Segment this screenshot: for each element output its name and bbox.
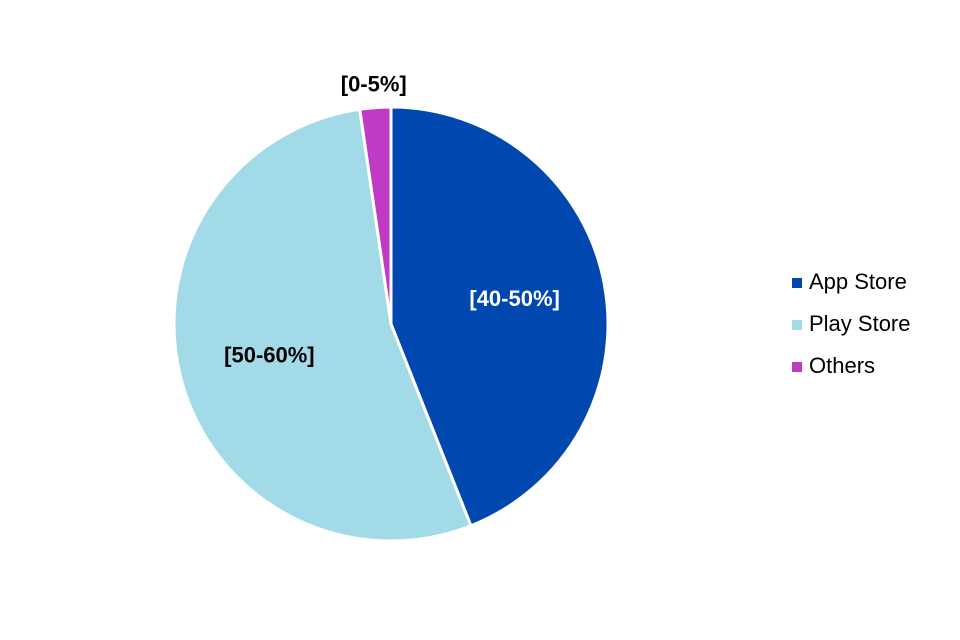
pie-slice (172, 107, 473, 543)
legend-label: Others (809, 353, 875, 378)
data-label: [50-60%] (224, 342, 314, 367)
pie-slice (389, 105, 610, 528)
legend-swatch (792, 362, 802, 372)
legend-label: Play Store (809, 311, 911, 336)
data-label: [40-50%] (469, 286, 559, 311)
legend-swatch (792, 278, 802, 288)
pie-slice (358, 105, 393, 325)
legend-swatch (792, 320, 802, 330)
data-label: [0-5%] (341, 72, 407, 97)
legend-label: App Store (809, 269, 907, 294)
